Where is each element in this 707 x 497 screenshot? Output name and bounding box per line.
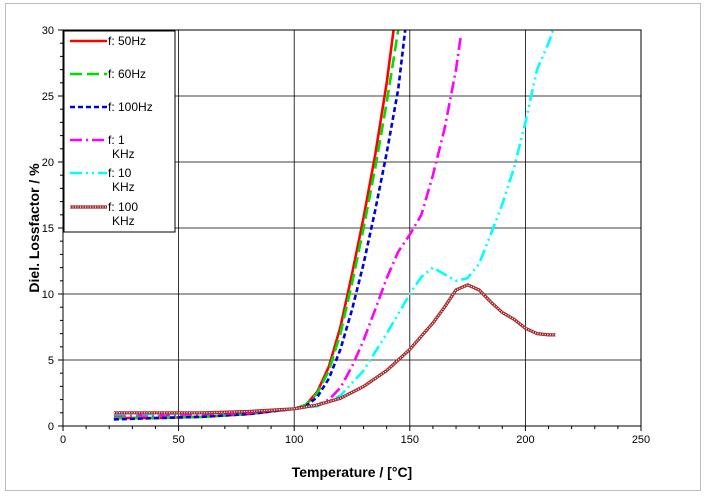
x-tick-label: 100 <box>285 434 303 446</box>
legend-label: f: 1 KHz <box>108 133 135 161</box>
y-tick-label: 30 <box>42 25 54 37</box>
series-layer <box>113 29 556 421</box>
legend-label: f: 60Hz <box>108 67 146 81</box>
x-tick-label: 50 <box>172 434 184 446</box>
axis-ticks: 0 50 100 150 200 250 0 5 10 15 20 25 30 <box>42 25 650 446</box>
legend-label: f: 10 KHz <box>108 166 135 194</box>
x-axis-title: Temperature / [°C] <box>292 464 412 480</box>
y-tick-label: 5 <box>48 355 54 367</box>
y-tick-label: 25 <box>42 91 54 103</box>
y-axis-title: Diel. Lossfactor / % <box>26 163 42 293</box>
series-line-3 <box>113 29 407 421</box>
legend-box <box>63 30 176 233</box>
legend-label: f: 100 KHz <box>108 200 138 228</box>
series-line-2 <box>113 29 400 420</box>
series-line-texture <box>113 284 556 414</box>
y-tick-label: 20 <box>42 157 54 169</box>
y-tick-label: 15 <box>42 223 54 235</box>
y-tick-label: 0 <box>48 421 54 433</box>
y-tick-label: 10 <box>42 289 54 301</box>
x-tick-label: 150 <box>401 434 419 446</box>
legend-label: f: 50Hz <box>108 34 146 48</box>
legend-label: f: 100Hz <box>108 100 153 114</box>
x-tick-label: 250 <box>632 434 650 446</box>
x-tick-label: 0 <box>60 434 66 446</box>
x-tick-label: 200 <box>516 434 534 446</box>
legend: f: 50Hz f: 60Hz f: 100Hz f: 1 KHz f: 10 KHz f: … <box>63 30 176 233</box>
series-line-5 <box>113 29 555 416</box>
